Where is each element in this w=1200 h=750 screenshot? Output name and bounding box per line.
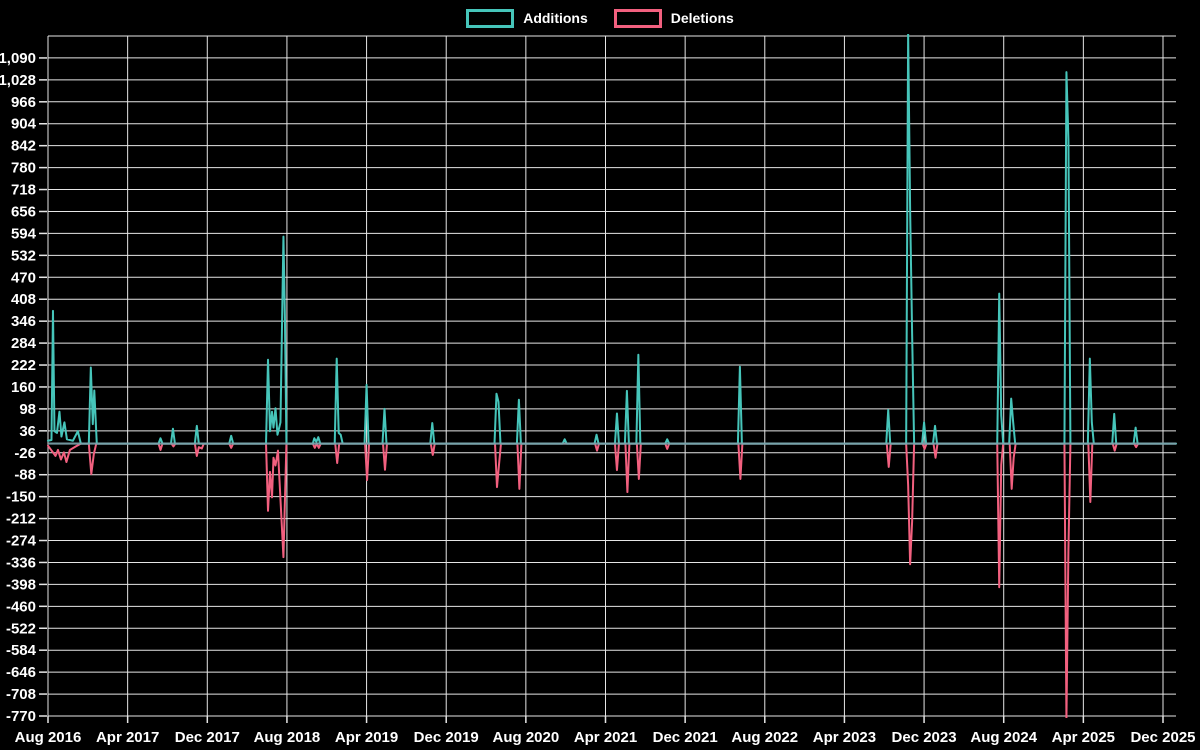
x-tick-label: Apr 2021	[574, 729, 637, 746]
y-tick-label: 594	[11, 225, 37, 242]
x-tick-label: Aug 2022	[731, 729, 798, 746]
y-tick-label: 346	[11, 313, 36, 330]
y-tick-label: -150	[6, 489, 36, 506]
y-tick-label: -88	[14, 467, 36, 484]
y-tick-label: 780	[11, 160, 36, 177]
y-tick-label: 408	[11, 291, 36, 308]
x-tick-label: Dec 2025	[1130, 729, 1195, 746]
legend-label-additions: Additions	[523, 10, 588, 26]
y-tick-label: -398	[6, 576, 36, 593]
series-lines	[47, 34, 1177, 718]
y-tick-label: 904	[11, 116, 37, 133]
y-tick-label: 656	[11, 203, 36, 220]
y-tick-label: 160	[11, 379, 36, 396]
y-tick-label: 470	[11, 269, 36, 286]
additions-line	[47, 34, 1177, 445]
y-tick-label: -646	[6, 664, 36, 681]
x-tick-label: Apr 2017	[96, 729, 159, 746]
deletions-swatch-icon	[613, 8, 662, 28]
horizontal-gridlines: 1,090 1,028 966 904 842 780 718 656 594 532 470 408…	[0, 35, 1176, 725]
legend-item-additions[interactable]: Additions	[466, 8, 588, 28]
chart-legend: Additions Deletions	[0, 6, 1200, 30]
y-tick-label: 36	[19, 423, 36, 440]
y-tick-label: -460	[6, 598, 36, 615]
y-tick-label: 842	[11, 138, 36, 155]
x-tick-label: Aug 2024	[970, 729, 1037, 746]
y-tick-label: -770	[6, 708, 36, 725]
x-tick-label: Apr 2023	[813, 729, 876, 746]
x-tick-label: Apr 2019	[335, 729, 398, 746]
legend-label-deletions: Deletions	[670, 10, 734, 26]
x-tick-label: Dec 2023	[892, 729, 957, 746]
vertical-gridlines: Aug 2016 Apr 2017 Dec 2017 Aug 2018 Apr 2019…	[15, 36, 1196, 746]
y-tick-label: -584	[6, 642, 37, 659]
legend-item-deletions[interactable]: Deletions	[613, 8, 734, 28]
x-tick-label: Apr 2025	[1052, 729, 1115, 746]
x-tick-label: Dec 2021	[653, 729, 718, 746]
y-tick-label: 284	[11, 335, 37, 352]
y-tick-label: -26	[14, 445, 36, 462]
deletions-line	[47, 442, 1177, 718]
x-tick-label: Aug 2018	[254, 729, 321, 746]
y-tick-label: 98	[19, 401, 36, 418]
y-tick-label: 532	[11, 247, 36, 264]
y-tick-label: 222	[11, 357, 36, 374]
y-tick-label: 718	[11, 182, 36, 199]
y-tick-label: 966	[11, 94, 36, 111]
y-tick-label: -522	[6, 620, 36, 637]
additions-swatch-icon	[466, 8, 515, 28]
y-tick-label: 1,090	[0, 50, 36, 67]
x-tick-label: Aug 2020	[493, 729, 560, 746]
x-tick-label: Dec 2019	[414, 729, 479, 746]
x-tick-label: Dec 2017	[175, 729, 240, 746]
y-tick-label: 1,028	[0, 72, 36, 89]
y-tick-label: -708	[6, 686, 36, 703]
y-tick-label: -336	[6, 554, 36, 571]
y-tick-label: -274	[6, 533, 37, 550]
x-tick-label: Aug 2016	[15, 729, 82, 746]
y-tick-label: -212	[6, 511, 36, 528]
